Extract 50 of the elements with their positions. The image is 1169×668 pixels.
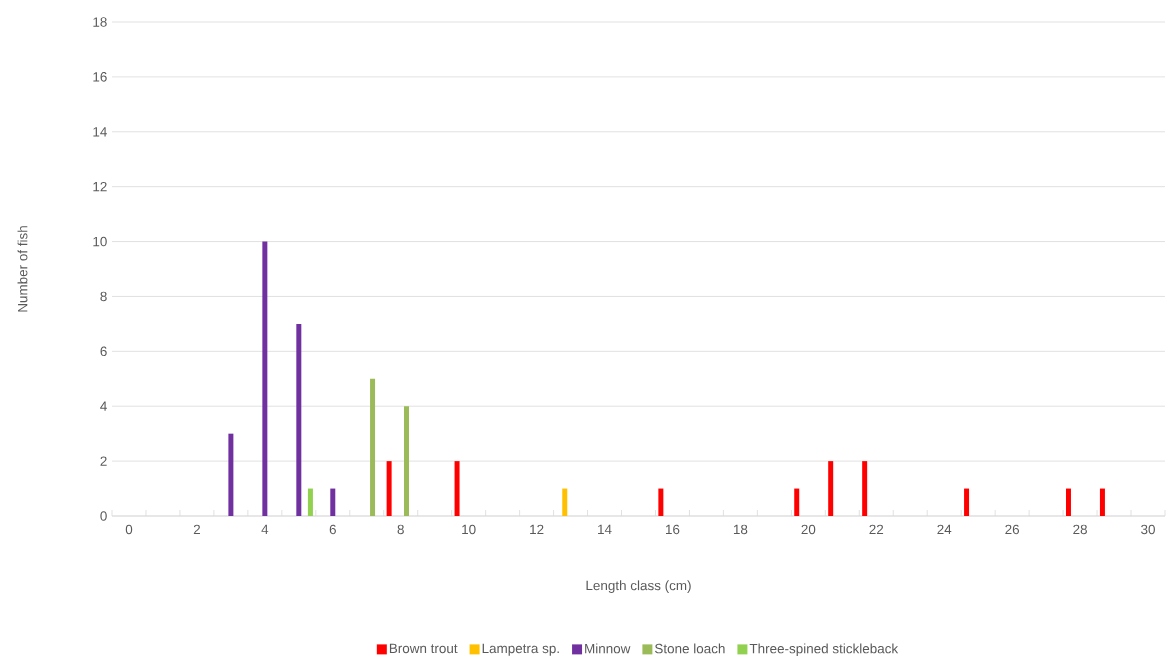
x-tick-label: 20 bbox=[801, 524, 816, 535]
y-tick-label: 12 bbox=[93, 181, 107, 192]
x-tick-label: 26 bbox=[1005, 524, 1020, 535]
bar bbox=[330, 488, 336, 516]
bar bbox=[1099, 488, 1105, 516]
legend-label: Brown trout bbox=[389, 643, 458, 654]
x-tick-label: 8 bbox=[397, 524, 404, 535]
bar bbox=[404, 406, 410, 516]
x-tick-label: 22 bbox=[869, 524, 884, 535]
bar bbox=[307, 488, 313, 516]
bar bbox=[862, 461, 868, 516]
bar bbox=[658, 488, 664, 516]
x-tick-label: 24 bbox=[937, 524, 952, 535]
y-tick-label: 4 bbox=[100, 401, 107, 411]
legend-label: Three-spined stickleback bbox=[749, 643, 899, 657]
legend-label: Lampetra sp. bbox=[482, 643, 559, 656]
x-tick-label: 6 bbox=[329, 524, 336, 535]
bar bbox=[370, 378, 376, 516]
bar bbox=[828, 461, 834, 516]
x-tick-label: 30 bbox=[1141, 524, 1155, 535]
x-tick-label: 28 bbox=[1073, 524, 1087, 535]
bar bbox=[562, 488, 568, 516]
legend-label: Stone loach bbox=[654, 643, 725, 654]
y-tick-label: 8 bbox=[100, 291, 107, 302]
y-tick-label: 6 bbox=[100, 346, 107, 357]
bar bbox=[386, 461, 392, 516]
y-axis-title: Number of fish bbox=[17, 226, 28, 312]
y-tick-label: 14 bbox=[93, 127, 107, 137]
y-tick-label: 18 bbox=[93, 17, 107, 27]
y-tick-label: 0 bbox=[100, 511, 107, 521]
x-tick-label: 18 bbox=[733, 524, 748, 535]
x-tick-label: 4 bbox=[261, 524, 269, 534]
x-tick-label: 16 bbox=[666, 524, 680, 535]
x-tick-label: 12 bbox=[530, 524, 544, 535]
x-tick-label: 14 bbox=[598, 524, 612, 534]
bar bbox=[454, 461, 460, 516]
bar bbox=[228, 433, 234, 516]
x-tick-label: 2 bbox=[193, 524, 200, 535]
y-tick-label: 2 bbox=[100, 456, 107, 466]
x-tick-label: 10 bbox=[462, 524, 476, 535]
bar bbox=[1065, 488, 1071, 516]
legend-label: Minnow bbox=[585, 643, 631, 654]
x-tick-label: 0 bbox=[125, 524, 133, 535]
y-tick-label: 10 bbox=[93, 236, 107, 247]
bar bbox=[262, 241, 268, 516]
y-tick-label: 16 bbox=[93, 72, 107, 82]
x-axis-title: Length class (cm) bbox=[586, 580, 691, 593]
bar bbox=[296, 323, 302, 516]
bar bbox=[964, 488, 970, 516]
bar bbox=[794, 488, 800, 516]
